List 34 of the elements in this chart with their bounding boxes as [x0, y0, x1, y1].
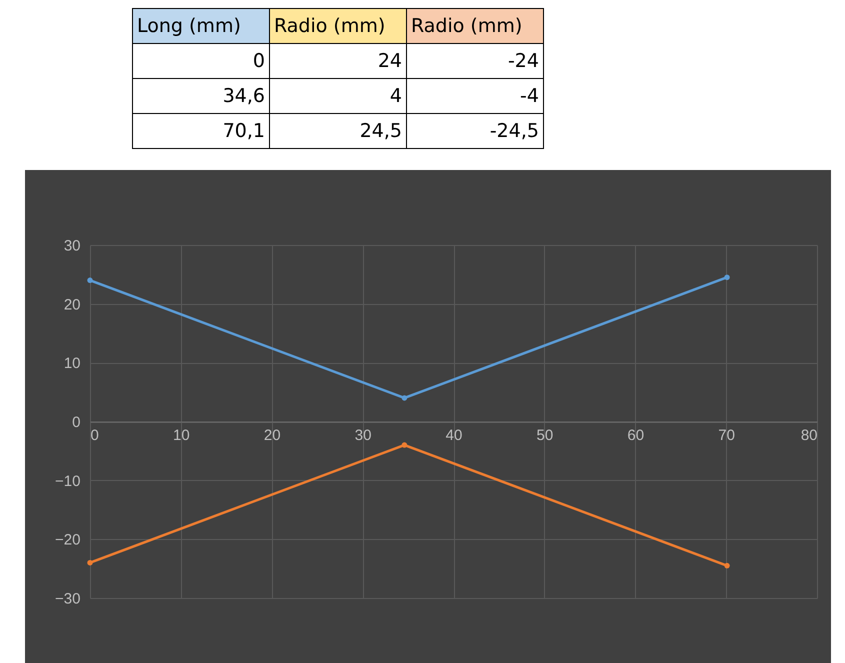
x-tick-label: 40 — [446, 427, 462, 444]
text: 24 — [270, 44, 406, 78]
text: -4 — [406, 78, 544, 114]
text: 4 — [270, 78, 406, 114]
text: -24,5 — [406, 114, 544, 148]
text: 70,1 — [132, 114, 270, 148]
text: 24,5 — [270, 114, 406, 148]
x-tick-label: 0 — [90, 427, 99, 444]
text: -24 — [406, 44, 544, 78]
point — [724, 562, 730, 568]
point — [87, 278, 93, 284]
text: Radio (mm) — [270, 8, 406, 44]
y-tick-label: 10 — [64, 355, 80, 372]
y-tick-label: −20 — [55, 532, 80, 549]
x-tick-label: 70 — [718, 427, 735, 444]
point — [87, 560, 93, 566]
x-tick-label: 60 — [627, 427, 644, 444]
y-tick-label: 30 — [64, 238, 80, 254]
point — [402, 442, 408, 448]
x-tick-label: 20 — [264, 427, 281, 444]
x-tick-label: 80 — [800, 427, 818, 444]
y-tick-label: 0 — [72, 414, 80, 431]
text: 0 — [132, 44, 270, 78]
x-tick-label: 50 — [536, 427, 554, 444]
y-tick-label: −30 — [55, 590, 80, 608]
text: 34,6 — [132, 78, 270, 114]
x-tick-label: 10 — [173, 427, 190, 444]
y-tick-label: −10 — [55, 472, 80, 490]
y-tick-label: 20 — [64, 296, 80, 314]
point — [402, 395, 408, 401]
text: Radio (mm) — [406, 8, 544, 44]
x-tick-label: 30 — [354, 427, 372, 444]
point — [724, 274, 730, 280]
text: Long (mm) — [132, 8, 270, 44]
